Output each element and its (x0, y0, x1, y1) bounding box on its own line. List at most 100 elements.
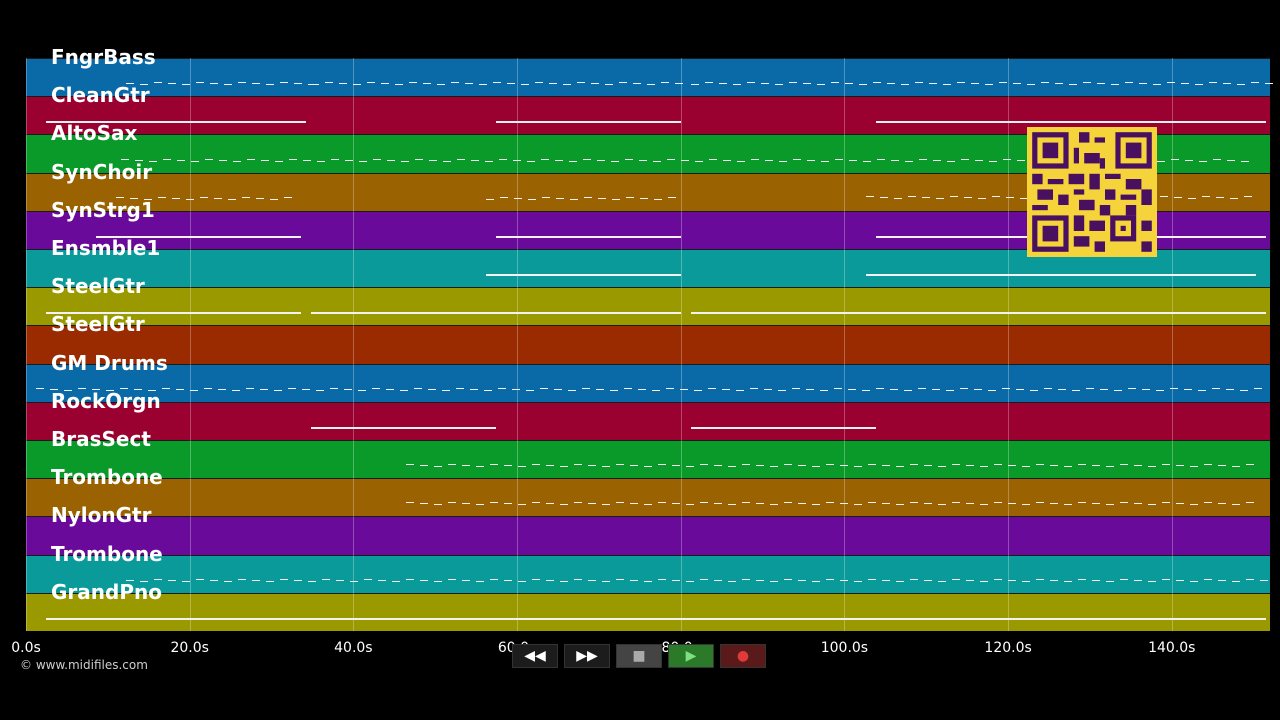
note-run (658, 463, 666, 465)
note-run (736, 390, 744, 392)
note-run (1246, 502, 1254, 504)
note-run (596, 389, 604, 391)
note-run (96, 235, 301, 238)
note-run (728, 504, 736, 506)
note-run (770, 465, 778, 467)
note-run (154, 578, 162, 580)
note-run (957, 82, 965, 84)
note-run (896, 504, 904, 506)
note-run (504, 503, 512, 505)
note-run (252, 82, 260, 84)
note-run (1212, 388, 1220, 390)
note-run (966, 464, 974, 466)
note-run (331, 159, 339, 161)
note-run (270, 198, 278, 200)
note-run (793, 159, 801, 161)
note-run (437, 84, 445, 86)
track-name: NylonGtr (51, 503, 152, 528)
track-lane: FngrBass (26, 45, 1270, 97)
note-run (204, 388, 212, 390)
note-run (775, 84, 783, 86)
note-run (158, 196, 166, 198)
note-run (420, 579, 428, 581)
note-run (845, 83, 853, 85)
note-run (434, 580, 442, 582)
note-run (462, 579, 470, 581)
note-run (261, 160, 269, 162)
note-run (1092, 579, 1100, 581)
note-run (966, 579, 974, 581)
note-run (742, 463, 750, 465)
note-run (1241, 161, 1249, 163)
note-run (784, 502, 792, 504)
note-run (910, 578, 918, 580)
note-run (877, 159, 885, 161)
note-run (605, 84, 613, 86)
note-run (1092, 464, 1100, 466)
note-run (686, 504, 694, 506)
note-run (50, 389, 58, 391)
note-run (387, 160, 395, 162)
note-run (1036, 578, 1044, 580)
rewind-button[interactable]: ◀◀ (512, 644, 558, 668)
note-run (1050, 464, 1058, 466)
note-run (1204, 463, 1212, 465)
note-run (280, 578, 288, 580)
note-run (163, 159, 171, 161)
note-run (826, 463, 834, 465)
note-run (311, 312, 681, 315)
note-run (518, 580, 526, 582)
note-run (1176, 464, 1184, 466)
note-run (1013, 83, 1021, 85)
rewind-icon: ◀◀ (524, 648, 546, 664)
note-run (339, 83, 347, 85)
note-run (1064, 504, 1072, 506)
note-run (1204, 578, 1212, 580)
note-run (915, 82, 923, 84)
note-run (135, 160, 143, 162)
note-run (946, 390, 954, 392)
note-run (1106, 580, 1114, 582)
note-run (448, 463, 456, 465)
note-run (905, 161, 913, 163)
note-run (1176, 503, 1184, 505)
time-tick-label: 20.0s (170, 640, 209, 656)
note-run (938, 465, 946, 467)
note-run (1120, 463, 1128, 465)
note-run (1078, 463, 1086, 465)
note-run (386, 389, 394, 391)
note-run (457, 159, 465, 161)
note-run (866, 196, 874, 198)
note-run (831, 82, 839, 84)
note-run (443, 161, 451, 163)
stop-button[interactable]: ■ (616, 644, 662, 668)
piano-roll: FngrBass CleanGtr AltoSax SynChoir SynStrg1 E… (26, 45, 1270, 631)
note-run (1232, 504, 1240, 506)
note-run (826, 578, 834, 580)
note-run (1246, 463, 1254, 465)
note-run (675, 83, 683, 85)
note-run (691, 426, 876, 429)
note-run (546, 579, 554, 581)
note-run (1022, 504, 1030, 506)
note-run (908, 196, 916, 198)
note-run (820, 390, 828, 392)
play-button[interactable]: ▶ (668, 644, 714, 668)
note-run (420, 464, 428, 466)
note-run (672, 503, 680, 505)
track-lane: SteelGtr (26, 312, 1270, 364)
note-run (616, 578, 624, 580)
note-run (1086, 388, 1094, 390)
note-run (821, 161, 829, 163)
note-run (862, 390, 870, 392)
note-run (966, 503, 974, 505)
note-run (714, 503, 722, 505)
note-run (602, 465, 610, 467)
record-button[interactable]: ● (720, 644, 766, 668)
note-run (121, 159, 129, 161)
note-run (700, 463, 708, 465)
fast-forward-button[interactable]: ▶▶ (564, 644, 610, 668)
note-run (490, 578, 498, 580)
note-run (46, 617, 1266, 620)
note-run (274, 390, 282, 392)
